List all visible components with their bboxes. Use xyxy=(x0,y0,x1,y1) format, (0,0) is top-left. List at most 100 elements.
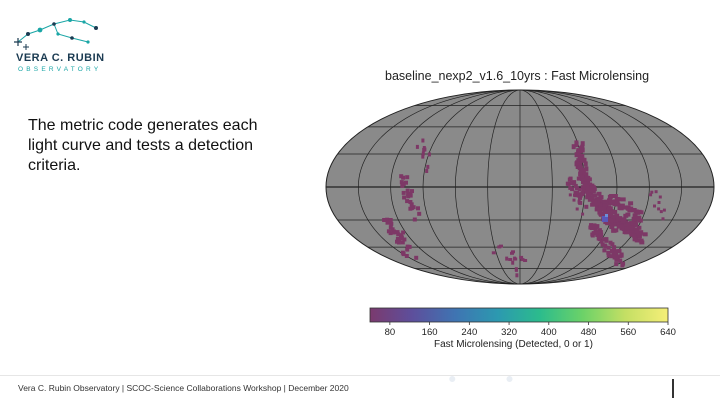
detection-pixel xyxy=(620,197,626,202)
detection-pixel xyxy=(612,246,616,251)
colorbar-tick-label: 640 xyxy=(660,327,676,338)
detection-pixel xyxy=(416,206,420,211)
detection-pixel xyxy=(409,202,414,207)
detection-pixel xyxy=(580,141,585,147)
detection-pixel xyxy=(597,210,603,215)
detection-pixel xyxy=(414,255,419,260)
detection-pixel xyxy=(422,146,426,150)
detection-pixel xyxy=(582,181,588,186)
detection-pixel xyxy=(412,217,417,222)
detection-pixel xyxy=(622,205,628,210)
detection-pixel xyxy=(639,240,645,245)
detection-pixel xyxy=(592,199,598,204)
logo-subtitle: OBSERVATORY xyxy=(18,66,102,73)
detection-pixel xyxy=(576,176,581,181)
detection-pixel xyxy=(636,215,642,220)
detection-pixel xyxy=(574,186,579,190)
colorbar-tick-label: 80 xyxy=(385,327,396,338)
detection-pixel xyxy=(583,172,589,177)
detection-pixel xyxy=(608,240,613,245)
detection-pixel xyxy=(576,193,581,198)
detection-pixel xyxy=(408,206,413,211)
detection-pixel xyxy=(415,144,419,149)
map-title: baseline_nexp2_v1.6_10yrs : Fast Microle… xyxy=(385,69,650,83)
detection-pixel xyxy=(604,238,609,243)
detection-pixel xyxy=(511,250,515,254)
detection-pixel xyxy=(408,200,413,204)
logo-name: VERA C. RUBIN xyxy=(16,52,105,64)
detection-pixel xyxy=(614,255,619,260)
detection-pixel xyxy=(599,239,604,244)
footer-bar xyxy=(672,379,674,398)
detection-pixel xyxy=(591,225,596,230)
detection-pixel xyxy=(628,206,634,211)
detection-pixel xyxy=(405,247,410,252)
detection-pixel xyxy=(499,244,503,248)
detection-pixel xyxy=(579,148,583,154)
detection-pixel xyxy=(572,181,577,186)
detection-pixel xyxy=(614,249,618,254)
detection-pixel xyxy=(631,208,637,212)
detection-pixel xyxy=(580,156,585,162)
colorbar-tick-label: 240 xyxy=(461,327,477,338)
detection-pixel xyxy=(625,212,631,217)
detection-pixel xyxy=(580,192,585,197)
detection-pixel xyxy=(595,198,601,203)
detection-pixel xyxy=(596,191,602,196)
detection-pixel xyxy=(612,228,617,233)
detection-pixel xyxy=(637,231,643,236)
detection-pixel xyxy=(607,206,613,211)
colorbar-tick-label: 480 xyxy=(581,327,597,338)
detection-pixel xyxy=(491,251,496,255)
colorbar-tick-label: 160 xyxy=(422,327,438,338)
detection-pixel xyxy=(608,201,614,206)
detection-pixel xyxy=(578,161,583,167)
detection-pixel xyxy=(620,263,625,268)
detection-pixel xyxy=(568,176,573,181)
detection-pixel xyxy=(631,216,637,221)
detection-pixel xyxy=(612,194,618,198)
sky-outline xyxy=(325,89,715,285)
detection-pixel xyxy=(571,144,576,150)
footer-divider xyxy=(0,375,720,376)
detection-pixel xyxy=(612,209,618,214)
detection-pixel xyxy=(427,152,431,157)
detection-pixel xyxy=(511,260,515,265)
detection-pixel xyxy=(426,164,430,169)
detection-pixel xyxy=(650,190,654,194)
detection-pixel xyxy=(599,206,605,211)
detection-pixel xyxy=(421,151,425,156)
detection-pixel xyxy=(598,230,603,235)
detection-pixel xyxy=(602,216,608,222)
detection-pixel xyxy=(589,185,595,190)
detection-pixel xyxy=(404,180,408,185)
coordinate-grid xyxy=(326,90,714,284)
detection-pixel xyxy=(614,252,618,257)
detection-pixel xyxy=(618,258,623,263)
detection-pixel xyxy=(616,224,622,229)
detection-pixel xyxy=(398,233,403,238)
detection-pixel xyxy=(580,154,585,159)
detection-pixel xyxy=(523,259,528,262)
detection-pixel xyxy=(603,211,609,216)
detection-pixel xyxy=(588,225,593,230)
detection-pixel xyxy=(592,202,598,207)
detection-pixel xyxy=(404,254,409,258)
detection-pixel xyxy=(601,237,606,242)
colorbar-tick-label: 560 xyxy=(620,327,636,338)
detection-pixel xyxy=(662,208,666,212)
detection-pixel xyxy=(395,230,400,235)
detection-pixel xyxy=(584,189,590,194)
colorbar-tick-label: 320 xyxy=(501,327,517,338)
detection-pixel xyxy=(619,226,625,231)
detection-pixel xyxy=(609,254,614,259)
detection-pixel xyxy=(657,201,661,204)
detection-pixel xyxy=(386,229,391,234)
detection-pixel xyxy=(584,166,589,172)
detection-pixel xyxy=(579,174,585,179)
detection-pixel xyxy=(618,206,624,211)
detection-pixel xyxy=(573,190,578,195)
detection-pixel xyxy=(594,224,598,229)
detection-pixel xyxy=(395,239,399,244)
detection-pixel xyxy=(581,212,585,216)
